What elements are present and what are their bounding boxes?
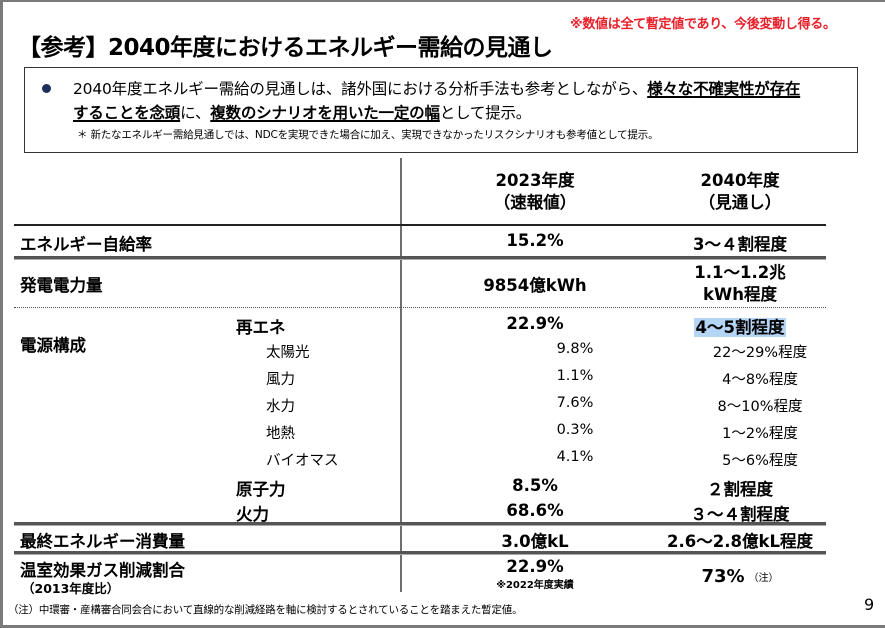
value-2040: 22～29%程度 [712,345,808,361]
value-2040: 5～6%程度 [722,453,798,469]
emphasis-text: することを念頭 [73,104,181,122]
sub-label-renewables: 再エネ [236,318,286,337]
value-2040: 3～４割程度 [693,235,787,254]
value-main: 22.9% [506,557,564,576]
value-2040: 4～8%程度 [722,372,798,388]
highlighted-value: 4～5割程度 [693,318,787,337]
value-2023: 9.8% [556,341,594,357]
emphasis-text: 不確実性が存在 [693,80,801,98]
value-2023: 68.6% [506,501,564,520]
value-2040: 2.6～2.8億kL程度 [667,532,813,551]
value-2023: 7.6% [556,395,594,411]
row-separator [14,551,826,555]
row-label-power-mix: 電源構成 [20,336,86,355]
column-header-2023: 2023年度 （速報値） [430,170,640,214]
value-2040: ３～４割程度 [690,505,790,524]
row-label-generation: 発電電力量 [20,276,103,295]
value-2023: 22.9% ※2022年度実績 [430,557,640,591]
footer-note: （注）中環審・産構審合同会合において直線的な削減経路を軸に検討するとされているこ… [8,604,523,616]
summary-text: に、 [180,104,211,122]
value-2023: 22.9% [506,314,564,333]
value-line: 1.1～1.2兆 [694,263,786,282]
row-separator-dotted [14,307,826,308]
value-2023: 0.3% [556,422,594,438]
value-2040: 4～5割程度 [630,314,850,338]
summary-line-2: することを念頭に、複数のシナリオを用いた一定の幅として提示。 [73,101,531,123]
row-label-self-sufficiency: エネルギー自給率 [20,235,152,254]
row-separator [14,256,826,260]
value-2040: 73% （注） [630,566,850,587]
value-2023: 1.1% [556,368,594,384]
sub-label-solar: 太陽光 [266,345,310,361]
row-label-ghg: 温室効果ガス削減割合 [20,561,185,580]
emphasis-text: 様々な [647,80,694,98]
emphasis-text: 複数のシナリオを用いた一定の幅 [210,104,440,122]
value-2040: ２割程度 [707,480,773,499]
value-2023: 3.0億kL [501,532,569,551]
bullet-icon [42,84,51,93]
row-label-final-consumption: 最終エネルギー消費量 [20,532,185,551]
summary-footnote: ＊ 新たなエネルギー需給見通しでは、NDCを実現できた場合に加え、実現できなかっ… [77,129,659,141]
summary-box: 2040年度エネルギー需給の見通しは、諸外国における分析手法も参考としながら、様… [24,67,858,153]
page-title: 【参考】2040年度におけるエネルギー需給の見通し [18,35,553,61]
value-note: （注） [748,573,779,584]
sub-label-nuclear: 原子力 [236,480,286,499]
row-separator [14,224,826,226]
column-header-2040: 2040年度 （見通し） [630,170,850,214]
value-2023: 9854億kWh [483,276,587,295]
value-2023: 15.2% [506,231,564,250]
column-header-year: 2040年度 [700,171,780,190]
value-main: 73% [701,566,745,587]
row-separator [14,522,826,526]
column-header-sub: （速報値） [493,193,577,212]
sub-label-hydro: 水力 [266,399,295,415]
value-note: ※2022年度実績 [496,580,574,591]
value-line: kWh程度 [703,285,777,304]
value-2040: 1.1～1.2兆 kWh程度 [630,262,850,306]
sub-label-thermal: 火力 [236,505,269,524]
summary-text: として提示。 [439,104,532,122]
summary-line-1: 2040年度エネルギー需給の見通しは、諸外国における分析手法も参考としながら、様… [73,77,800,99]
sub-label-biomass: バイオマス [266,453,339,469]
page-number: 9 [864,595,875,614]
column-divider [400,158,402,592]
sub-label-geothermal: 地熱 [266,426,295,442]
value-2040: 8～10%程度 [717,399,803,415]
value-2023: 4.1% [556,449,594,465]
summary-text: 2040年度エネルギー需給の見通しは、諸外国における分析手法も参考としながら、 [73,80,648,98]
value-2040: 1～2%程度 [722,426,798,442]
row-sublabel-ghg: （2013年度比） [22,581,120,596]
value-2023: 8.5% [512,476,558,495]
column-header-sub: （見通し） [698,193,782,212]
sub-label-wind: 風力 [266,372,295,388]
column-header-year: 2023年度 [495,171,575,190]
provisional-notice: ※数値は全て暫定値であり、今後変動し得る。 [570,17,836,32]
